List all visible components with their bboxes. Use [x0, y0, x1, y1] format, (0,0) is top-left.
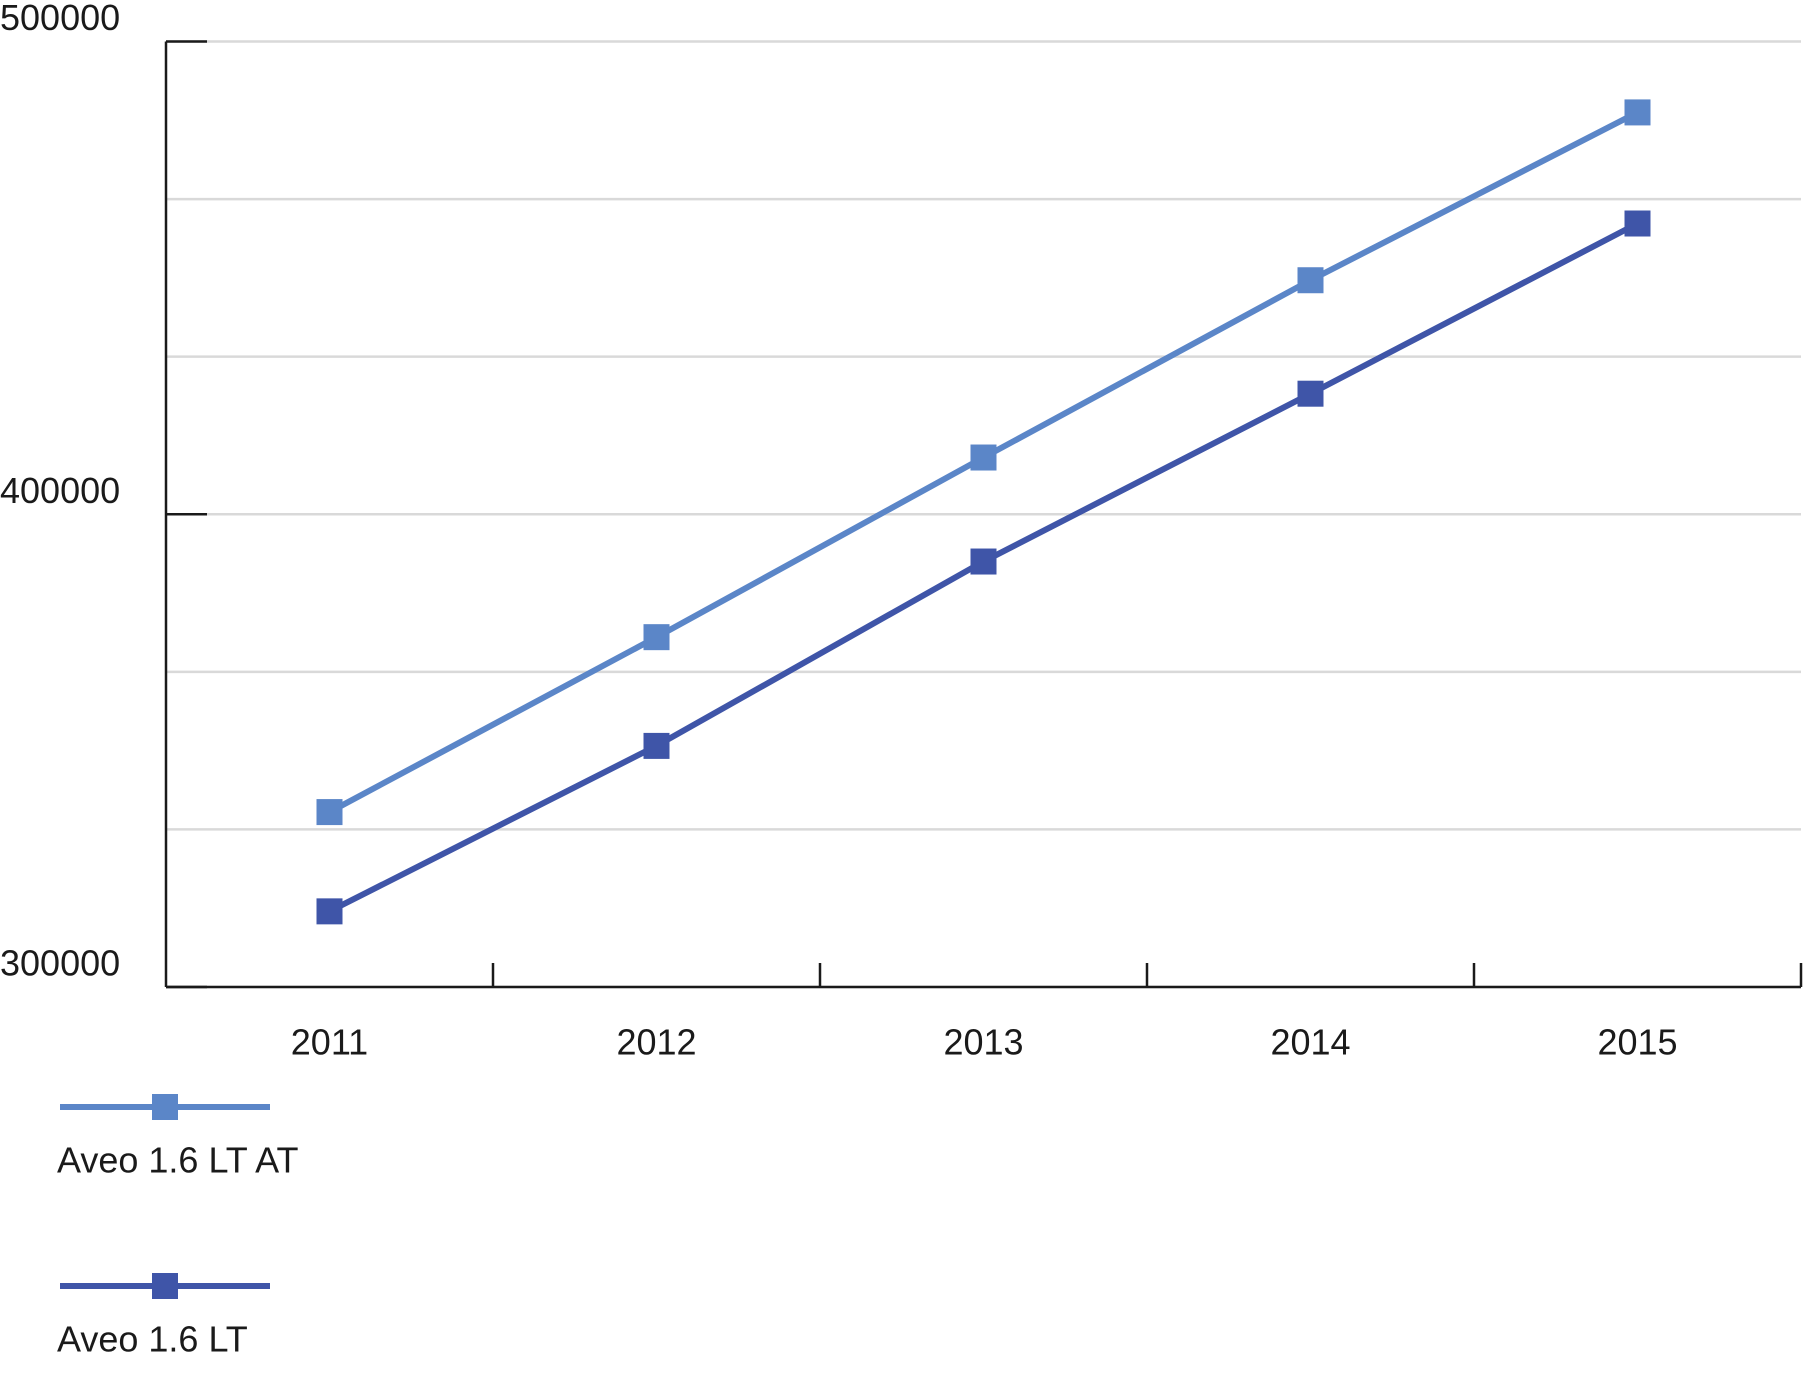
point-marker [1297, 267, 1324, 294]
point-marker [1297, 380, 1324, 407]
y-tick-label: 500000 [0, 0, 120, 38]
legend-label: Aveo 1.6 LT AT [57, 1140, 299, 1181]
y-tick-label: 400000 [0, 470, 120, 511]
point-marker [1624, 99, 1651, 126]
point-marker [970, 548, 997, 575]
y-tick-label: 300000 [0, 943, 120, 984]
point-marker [316, 799, 343, 826]
point-marker [1624, 210, 1651, 237]
point-marker [316, 898, 343, 925]
point-marker [643, 732, 670, 759]
legend-label: Aveo 1.6 LT [57, 1319, 248, 1360]
x-tick-label: 2011 [291, 1022, 368, 1063]
x-tick-label: 2012 [616, 1022, 696, 1063]
x-tick-label: 2015 [1597, 1022, 1677, 1063]
x-tick-label: 2013 [943, 1022, 1023, 1063]
x-tick-label: 2014 [1270, 1022, 1350, 1063]
legend-marker [152, 1094, 178, 1120]
point-marker [970, 444, 997, 471]
point-marker [643, 624, 670, 651]
legend-marker [152, 1273, 178, 1299]
